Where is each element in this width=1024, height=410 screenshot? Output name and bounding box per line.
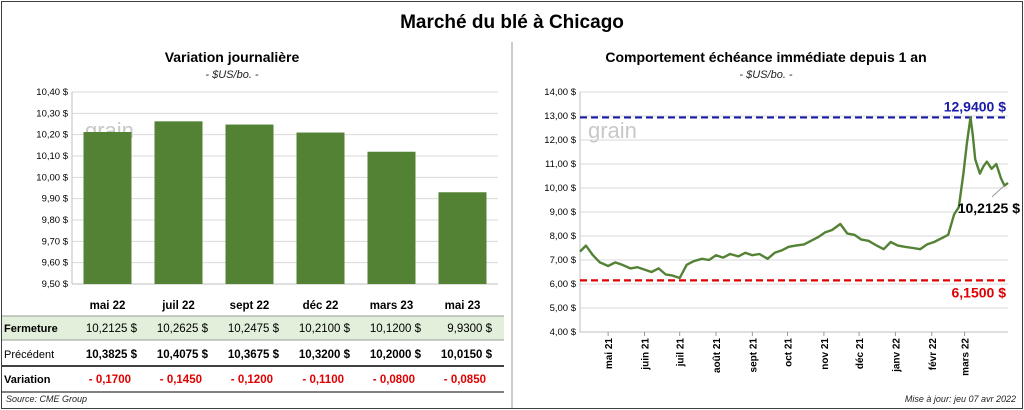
table-row-label: Variation bbox=[4, 374, 51, 386]
line-x-tick-label: juil 21 bbox=[676, 338, 687, 368]
bar-chart-unit: - $US/bo. - bbox=[205, 69, 259, 81]
line-x-axis: mai 21 juin 21 juil 21 août 21 sept 21 oct 21… bbox=[604, 332, 972, 376]
line-y-axis: 4,00 $ 5,00 $ 6,00 $ 7,00 $ 8,00 $ 9,00 $ 10,0… bbox=[544, 87, 576, 338]
bar-y-tick: 10,00 $ bbox=[36, 172, 68, 183]
bar-category-label: mai 23 bbox=[445, 300, 481, 312]
bar-category-label: déc 22 bbox=[303, 300, 339, 312]
line-y-tick: 4,00 $ bbox=[550, 327, 577, 338]
line-y-tick: 9,00 $ bbox=[550, 207, 577, 218]
table-cell: - 0,1450 bbox=[160, 374, 202, 386]
line-chart-unit: - $US/bo. - bbox=[739, 69, 793, 81]
table-cell: 10,2000 $ bbox=[370, 349, 422, 361]
line-x-tick-label: janv 22 bbox=[891, 338, 902, 373]
table-cell: - 0,0800 bbox=[373, 374, 415, 386]
bar-y-tick: 10,20 $ bbox=[36, 130, 68, 141]
bar bbox=[296, 132, 345, 284]
line-x-tick-label: oct 21 bbox=[784, 338, 795, 367]
watermark-right: grain bbox=[588, 118, 637, 143]
table-cell: - 0,1100 bbox=[302, 374, 344, 386]
update-note: Mise à jour: jeu 07 avr 2022 bbox=[905, 394, 1016, 404]
reference-lines: 12,9400 $ 6,1500 $ bbox=[580, 98, 1008, 300]
table-cell: 9,9300 $ bbox=[447, 323, 492, 335]
bar-category-label: juil 22 bbox=[161, 300, 195, 312]
table-cell: 10,2475 $ bbox=[228, 323, 280, 335]
bar-y-tick: 9,90 $ bbox=[42, 194, 69, 205]
bar-category-label: mars 23 bbox=[370, 300, 413, 312]
line-x-tick-label: mars 22 bbox=[961, 338, 972, 376]
bar bbox=[154, 121, 203, 284]
daily-variation-panel: Variation journalière - $US/bo. - grain … bbox=[2, 49, 504, 404]
bar-y-tick: 10,40 $ bbox=[36, 87, 68, 98]
line-x-tick-label: août 21 bbox=[712, 338, 723, 373]
line-x-tick-label: sept 21 bbox=[748, 338, 759, 373]
table-cell: 10,2125 $ bbox=[86, 323, 138, 335]
table-cell: 10,3675 $ bbox=[228, 349, 280, 361]
table-row-label: Précédent bbox=[4, 349, 54, 361]
bar-y-tick: 9,70 $ bbox=[42, 236, 69, 247]
bar bbox=[225, 124, 274, 285]
line-y-tick: 5,00 $ bbox=[550, 303, 577, 314]
line-x-tick-label: mai 21 bbox=[604, 338, 615, 370]
high-label: 12,9400 $ bbox=[944, 98, 1006, 114]
line-annotations: 10,2125 $ bbox=[958, 185, 1020, 216]
table-cell: 10,3825 $ bbox=[86, 349, 138, 361]
line-y-tick: 6,00 $ bbox=[550, 279, 577, 290]
front-month-panel: Comportement échéance immédiate depuis 1… bbox=[544, 49, 1020, 404]
line-x-tick-label: févr 22 bbox=[928, 338, 939, 371]
price-table: Fermeture 10,2125 $ 10,2625 $ 10,2475 $ 10,2… bbox=[2, 315, 504, 393]
table-cell: - 0,1700 bbox=[89, 374, 131, 386]
line-y-tick: 8,00 $ bbox=[550, 231, 577, 242]
table-row-label: Fermeture bbox=[4, 323, 58, 335]
low-label: 6,1500 $ bbox=[952, 284, 1007, 300]
bar-y-tick: 10,10 $ bbox=[36, 151, 68, 162]
table-cell: 10,2625 $ bbox=[157, 323, 209, 335]
line-y-tick: 13,00 $ bbox=[544, 111, 576, 122]
main-title: Marché du blé à Chicago bbox=[400, 12, 624, 33]
bar-x-axis: mai 22 juil 22 sept 22 déc 22 mars 23 mai 23 bbox=[90, 300, 481, 312]
bar bbox=[438, 192, 487, 284]
line-y-tick: 11,00 $ bbox=[545, 159, 577, 170]
bar-y-axis: 9,50 $ 9,60 $ 9,70 $ 9,80 $ 9,90 $ 10,00 $ 10,… bbox=[36, 87, 68, 290]
table-cell: 10,2100 $ bbox=[299, 323, 351, 335]
bar-category-label: mai 22 bbox=[90, 300, 126, 312]
bar-series bbox=[83, 121, 487, 285]
line-grid bbox=[579, 91, 1008, 333]
bar-y-tick: 10,30 $ bbox=[36, 108, 68, 119]
line-x-tick-label: nov 21 bbox=[820, 338, 831, 370]
bar-grid bbox=[71, 91, 498, 285]
table-cell: - 0,0850 bbox=[444, 374, 486, 386]
bar bbox=[367, 151, 416, 284]
table-cell: 10,0150 $ bbox=[441, 349, 493, 361]
line-x-tick-label: déc 21 bbox=[855, 338, 866, 370]
table-cell: 10,4075 $ bbox=[157, 349, 209, 361]
last-value-leader bbox=[991, 185, 1005, 198]
line-chart-title: Comportement échéance immédiate depuis 1… bbox=[605, 49, 926, 65]
line-x-tick-label: juin 21 bbox=[640, 338, 651, 371]
bar-y-tick: 9,50 $ bbox=[42, 279, 69, 290]
table-cell: 10,3200 $ bbox=[299, 349, 351, 361]
close-row-background bbox=[2, 316, 504, 340]
bar bbox=[83, 132, 132, 284]
source-note: Source: CME Group bbox=[6, 394, 87, 404]
bar-category-label: sept 22 bbox=[230, 300, 270, 312]
line-y-tick: 14,00 $ bbox=[544, 87, 576, 98]
line-y-tick: 7,00 $ bbox=[550, 255, 577, 266]
table-cell: 10,1200 $ bbox=[370, 323, 422, 335]
line-y-tick: 12,00 $ bbox=[544, 135, 576, 146]
bar-chart-title: Variation journalière bbox=[165, 49, 300, 65]
table-cell: - 0,1200 bbox=[231, 374, 273, 386]
last-value-label: 10,2125 $ bbox=[958, 200, 1020, 216]
price-line bbox=[579, 116, 1009, 280]
bar-y-tick: 9,60 $ bbox=[42, 258, 69, 269]
bar-y-tick: 9,80 $ bbox=[42, 215, 69, 226]
line-y-tick: 10,00 $ bbox=[544, 183, 576, 194]
